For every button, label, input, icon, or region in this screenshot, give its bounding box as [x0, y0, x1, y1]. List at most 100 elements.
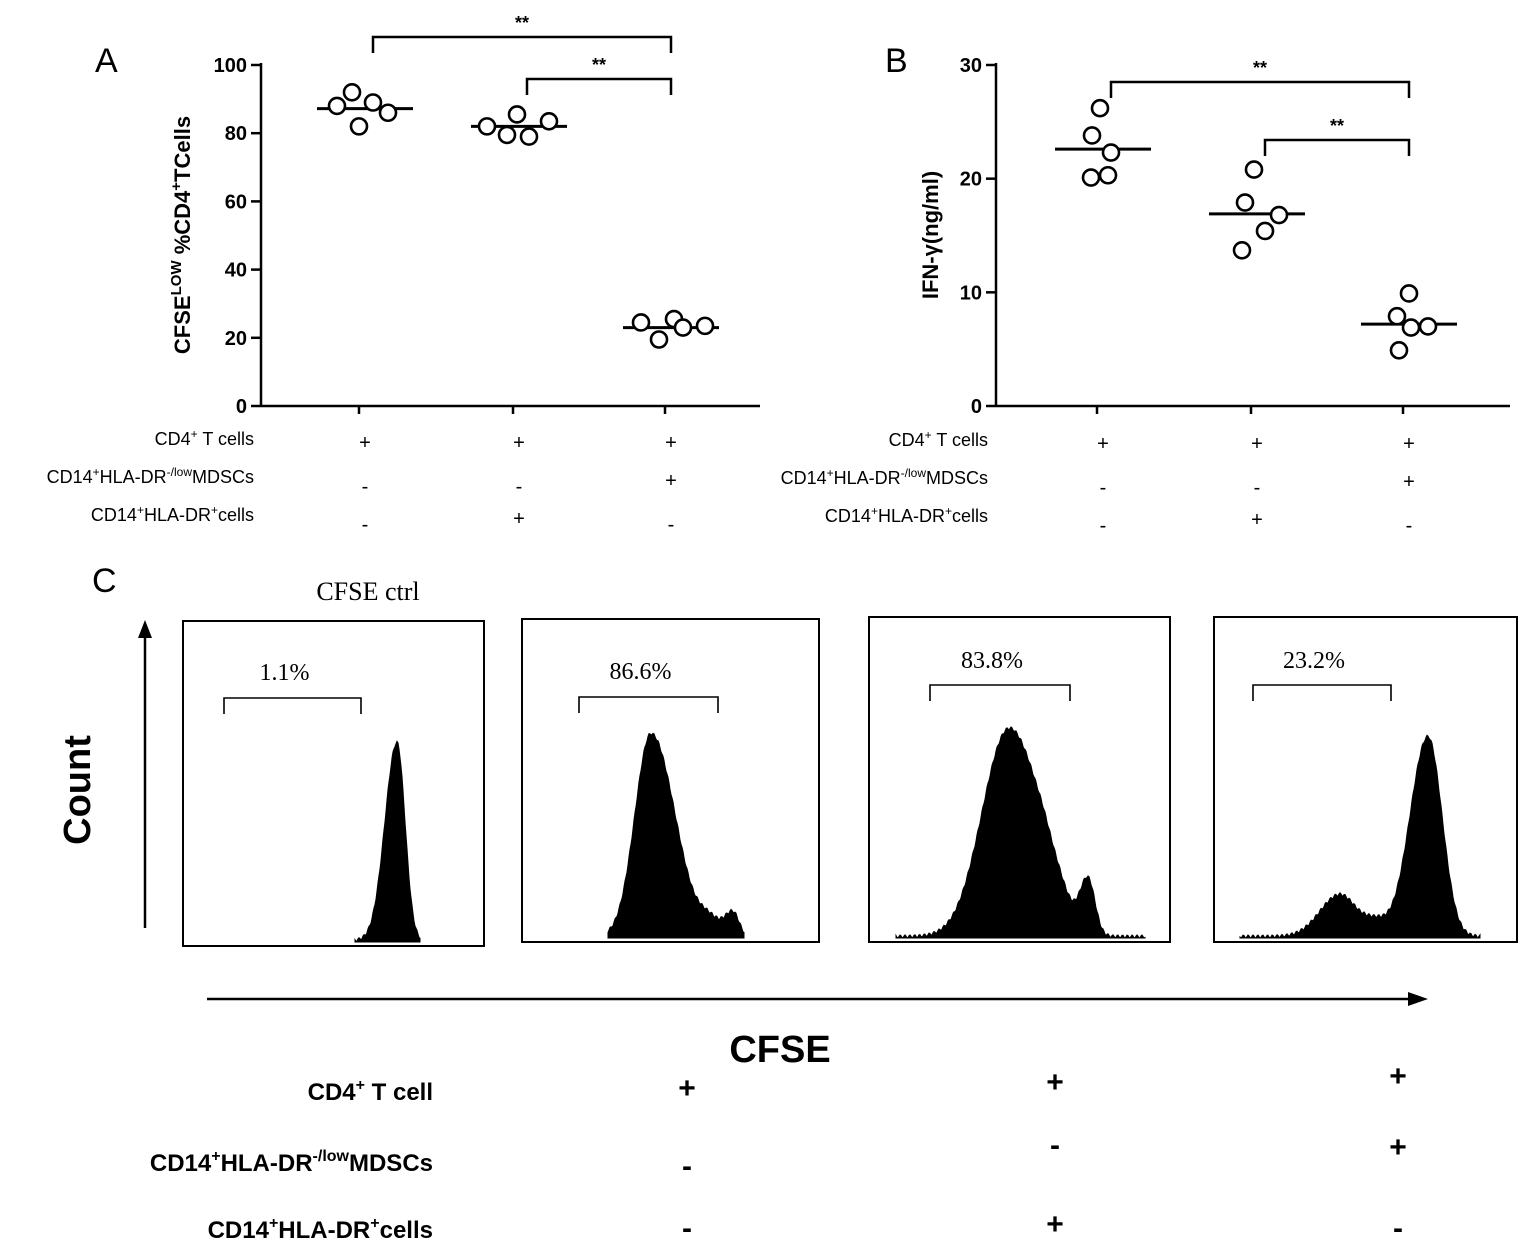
- condition-sign: -: [1406, 515, 1413, 537]
- condition-sign: -: [1100, 515, 1107, 537]
- condition-sign: +: [513, 508, 525, 530]
- condition-label: CD14+HLA-DR+cells: [208, 1215, 433, 1244]
- data-point: [349, 117, 369, 136]
- panel-b: B IFN-γ(ng/ml) 0 10 20 30 ** ** CD4+ T cells…: [781, 42, 1510, 537]
- significance-label: **: [592, 55, 606, 75]
- y-tick-label: 0: [236, 396, 247, 418]
- y-tick-label: 20: [960, 169, 982, 191]
- histogram-distribution: [895, 726, 1146, 939]
- count-label: Count: [57, 735, 99, 845]
- significance-bracket: [525, 77, 673, 95]
- data-point: [378, 103, 398, 123]
- condition-sign: +: [1046, 1066, 1064, 1099]
- condition-sign: +: [1251, 433, 1263, 455]
- histogram-distribution: [354, 740, 421, 943]
- data-point: [1389, 341, 1409, 360]
- condition-sign: -: [1050, 1129, 1060, 1162]
- cfse-ctrl-label: CFSE ctrl: [316, 577, 419, 606]
- condition-sign: +: [1251, 509, 1263, 531]
- cfse-label: CFSE: [729, 1029, 830, 1071]
- condition-label: CD14+HLA-DR-/lowMDSCs: [781, 466, 988, 488]
- condition-sign: -: [1254, 477, 1261, 499]
- data-point: [1401, 318, 1421, 337]
- data-point: [342, 82, 362, 102]
- condition-sign: +: [1403, 471, 1415, 493]
- count-arrow-head: [138, 620, 152, 638]
- significance-label: **: [1330, 116, 1344, 136]
- condition-sign: -: [668, 514, 675, 536]
- data-point: [477, 117, 497, 136]
- y-tick-label: 20: [225, 328, 247, 350]
- significance-bracket: [371, 35, 673, 53]
- significance-bracket: [1109, 80, 1411, 98]
- condition-sign: +: [1046, 1208, 1064, 1241]
- y-tick-label: 30: [960, 55, 982, 77]
- condition-label: CD4+ T cells: [155, 427, 254, 449]
- condition-label: CD4+ T cells: [889, 428, 988, 450]
- data-point: [1081, 168, 1101, 187]
- panel-c-letter: C: [92, 562, 117, 600]
- data-point: [1269, 205, 1289, 225]
- histogram-frame: [182, 620, 485, 947]
- y-tick-label: 100: [214, 55, 247, 77]
- data-point: [1244, 160, 1264, 179]
- data-point: [1098, 165, 1118, 185]
- condition-label: CD14+HLA-DR-/lowMDSCs: [47, 465, 254, 487]
- condition-sign: +: [1389, 1131, 1407, 1164]
- condition-sign: +: [359, 432, 371, 454]
- condition-label: CD4+ T cell: [308, 1077, 433, 1106]
- y-tick-label: 60: [225, 191, 247, 213]
- data-point: [519, 127, 539, 146]
- data-point: [1232, 240, 1252, 260]
- data-point: [695, 316, 715, 336]
- condition-sign: +: [678, 1072, 696, 1105]
- gate-bracket: [1252, 684, 1392, 701]
- data-point: [631, 313, 651, 332]
- y-tick-label: 80: [225, 123, 247, 145]
- data-point: [363, 93, 383, 112]
- panel-a-letter: A: [95, 42, 118, 80]
- significance-label: **: [1253, 58, 1267, 78]
- condition-sign: +: [665, 470, 677, 492]
- gate-percentage: 1.1%: [260, 660, 310, 686]
- y-tick-label: 10: [960, 282, 982, 304]
- data-point: [1082, 126, 1102, 145]
- condition-sign: -: [682, 1150, 692, 1183]
- panel-c: C CFSE ctrl Count CFSE 1.1% 86.6% 83.8% 23.…: [57, 562, 1518, 1245]
- condition-sign: -: [1393, 1212, 1403, 1245]
- condition-label: CD14+HLA-DR+cells: [825, 504, 988, 526]
- data-point: [1255, 221, 1275, 241]
- condition-sign: +: [1403, 433, 1415, 455]
- condition-sign: +: [1097, 433, 1109, 455]
- condition-sign: -: [1100, 477, 1107, 499]
- condition-sign: +: [513, 432, 525, 454]
- significance-bracket: [1263, 138, 1411, 156]
- data-point: [673, 318, 693, 337]
- data-point: [649, 330, 669, 349]
- data-point: [327, 96, 347, 116]
- significance-label: **: [515, 13, 529, 33]
- gate-percentage: 86.6%: [610, 659, 672, 685]
- cfse-arrow-head: [1408, 992, 1428, 1006]
- gate-bracket: [929, 684, 1071, 701]
- gate-bracket: [223, 697, 362, 714]
- panel-b-y-axis-label: IFN-γ(ng/ml): [918, 171, 943, 299]
- y-tick-label: 0: [971, 396, 982, 418]
- data-point: [1399, 284, 1419, 303]
- condition-sign: -: [362, 514, 369, 536]
- data-point: [1090, 98, 1110, 118]
- data-point: [497, 125, 517, 145]
- panel-b-letter: B: [885, 42, 908, 80]
- histogram-frame: [1213, 616, 1518, 943]
- condition-sign: -: [516, 476, 523, 498]
- data-point: [539, 111, 559, 131]
- gate-bracket: [578, 696, 719, 713]
- gate-percentage: 23.2%: [1283, 648, 1345, 674]
- condition-sign: +: [1389, 1060, 1407, 1093]
- condition-sign: -: [362, 476, 369, 498]
- condition-label: CD14+HLA-DR-/lowMDSCs: [150, 1148, 433, 1177]
- gate-percentage: 83.8%: [961, 648, 1023, 674]
- data-point: [1418, 317, 1438, 336]
